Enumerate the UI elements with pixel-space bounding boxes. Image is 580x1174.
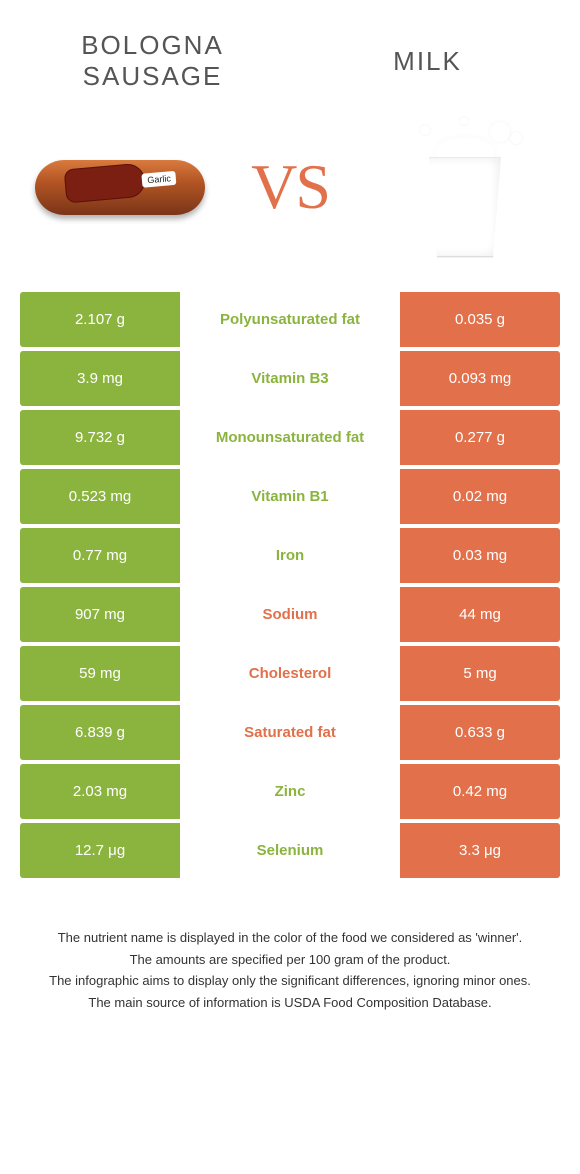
right-value-cell: 3.3 μg [400, 823, 560, 878]
titles-row: BOLOGNA SAUSAGE MILK [20, 30, 560, 92]
right-value-cell: 0.03 mg [400, 528, 560, 583]
table-row: 3.9 mgVitamin B30.093 mg [20, 351, 560, 406]
left-value-cell: 9.732 g [20, 410, 180, 465]
right-value-cell: 44 mg [400, 587, 560, 642]
right-food-title: MILK [315, 46, 540, 77]
nutrient-label-cell: Vitamin B3 [180, 351, 400, 406]
comparison-infographic: BOLOGNA SAUSAGE MILK VS 2.107 gPolyunsat… [0, 0, 580, 1054]
table-row: 2.03 mgZinc0.42 mg [20, 764, 560, 819]
footer-line: The amounts are specified per 100 gram o… [40, 950, 540, 970]
left-value-cell: 3.9 mg [20, 351, 180, 406]
hero-row: VS [20, 122, 560, 252]
nutrient-label-cell: Cholesterol [180, 646, 400, 701]
table-row: 6.839 gSaturated fat0.633 g [20, 705, 560, 760]
left-value-cell: 2.03 mg [20, 764, 180, 819]
nutrient-label-cell: Zinc [180, 764, 400, 819]
table-row: 907 mgSodium44 mg [20, 587, 560, 642]
vs-label: VS [251, 150, 329, 224]
table-row: 0.77 mgIron0.03 mg [20, 528, 560, 583]
nutrient-label-cell: Saturated fat [180, 705, 400, 760]
right-value-cell: 0.277 g [400, 410, 560, 465]
right-value-cell: 0.02 mg [400, 469, 560, 524]
nutrient-label-cell: Selenium [180, 823, 400, 878]
nutrient-label-cell: Monounsaturated fat [180, 410, 400, 465]
comparison-table: 2.107 gPolyunsaturated fat0.035 g3.9 mgV… [20, 292, 560, 878]
left-value-cell: 907 mg [20, 587, 180, 642]
left-value-cell: 0.77 mg [20, 528, 180, 583]
table-row: 2.107 gPolyunsaturated fat0.035 g [20, 292, 560, 347]
nutrient-label-cell: Iron [180, 528, 400, 583]
footer-line: The nutrient name is displayed in the co… [40, 928, 540, 948]
right-value-cell: 0.633 g [400, 705, 560, 760]
footer-notes: The nutrient name is displayed in the co… [20, 928, 560, 1012]
table-row: 59 mgCholesterol5 mg [20, 646, 560, 701]
left-value-cell: 0.523 mg [20, 469, 180, 524]
sausage-image [30, 122, 210, 252]
right-value-cell: 0.035 g [400, 292, 560, 347]
table-row: 9.732 gMonounsaturated fat0.277 g [20, 410, 560, 465]
nutrient-label-cell: Vitamin B1 [180, 469, 400, 524]
footer-line: The infographic aims to display only the… [40, 971, 540, 991]
right-value-cell: 0.093 mg [400, 351, 560, 406]
left-value-cell: 12.7 μg [20, 823, 180, 878]
footer-line: The main source of information is USDA F… [40, 993, 540, 1013]
left-value-cell: 6.839 g [20, 705, 180, 760]
milk-image [370, 122, 550, 252]
nutrient-label-cell: Polyunsaturated fat [180, 292, 400, 347]
right-value-cell: 5 mg [400, 646, 560, 701]
left-value-cell: 2.107 g [20, 292, 180, 347]
nutrient-label-cell: Sodium [180, 587, 400, 642]
table-row: 12.7 μgSelenium3.3 μg [20, 823, 560, 878]
left-food-title: BOLOGNA SAUSAGE [40, 30, 265, 92]
left-value-cell: 59 mg [20, 646, 180, 701]
table-row: 0.523 mgVitamin B10.02 mg [20, 469, 560, 524]
right-value-cell: 0.42 mg [400, 764, 560, 819]
